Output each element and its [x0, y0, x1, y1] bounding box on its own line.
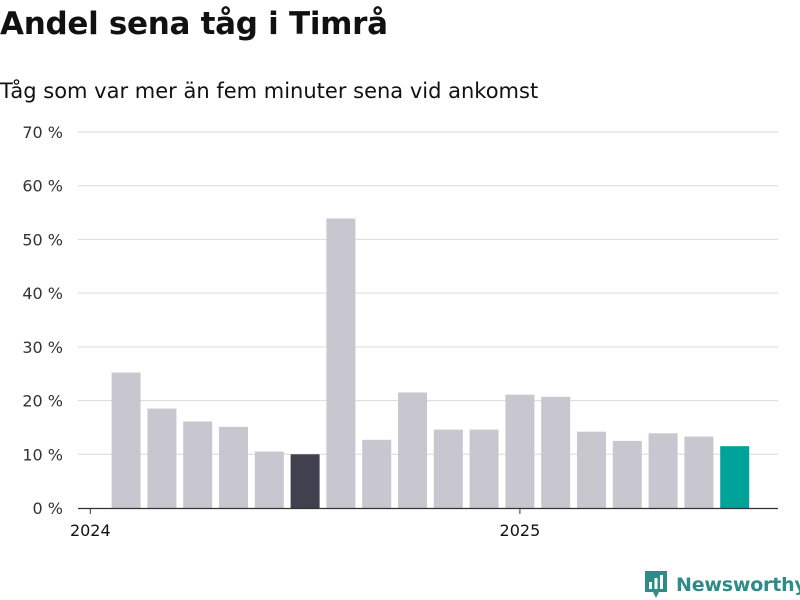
- bar: [720, 446, 750, 508]
- bar: [111, 372, 141, 508]
- bar: [612, 440, 642, 508]
- y-tick-label: 60 %: [22, 177, 63, 196]
- bar: [290, 454, 320, 508]
- chart-subtitle: Tåg som var mer än fem minuter sena vid …: [0, 79, 539, 103]
- bar: [183, 421, 213, 508]
- bar: [684, 436, 714, 508]
- bar: [577, 431, 606, 508]
- y-tick-label: 40 %: [22, 284, 63, 303]
- y-tick-label: 50 %: [22, 230, 63, 249]
- y-tick-label: 30 %: [22, 338, 63, 357]
- bar: [469, 429, 499, 508]
- bar: [433, 429, 463, 508]
- y-tick-label: 70 %: [22, 123, 63, 142]
- x-tick-label: 2024: [70, 521, 111, 540]
- bar: [326, 218, 356, 508]
- chart-title: Andel sena tåg i Timrå: [0, 6, 388, 42]
- gridlines: [78, 131, 778, 455]
- bar: [219, 426, 248, 508]
- bar: [648, 433, 678, 508]
- bar: [254, 451, 284, 508]
- newsworthy-brand: Newsworthy: [644, 570, 800, 600]
- bar: [505, 394, 535, 508]
- bar: [398, 392, 427, 508]
- x-axis: 2024 2025: [70, 507, 778, 540]
- bar: [147, 408, 177, 508]
- newsworthy-logo-icon: [645, 571, 667, 598]
- y-tick-label: 0 %: [33, 499, 63, 518]
- y-axis: 0 % 10 % 20 % 30 % 40 % 50 % 60 % 70 %: [22, 123, 63, 518]
- bars: [111, 218, 750, 508]
- bar: [541, 396, 571, 508]
- bar: [362, 439, 392, 508]
- x-tick-label: 2025: [500, 521, 541, 540]
- y-tick-label: 10 %: [22, 445, 63, 464]
- brand-name: Newsworthy: [676, 574, 800, 596]
- y-tick-label: 20 %: [22, 392, 63, 411]
